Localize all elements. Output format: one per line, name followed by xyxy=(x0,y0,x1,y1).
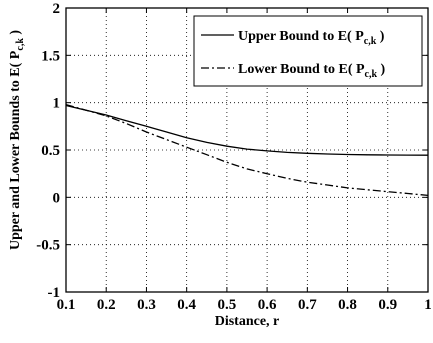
x-axis-label: Distance, r xyxy=(215,314,280,329)
y-tick-label: 1 xyxy=(53,96,61,112)
y-axis-label-main: Upper and Lower Bounds to E( P xyxy=(8,50,23,250)
y-axis-label: Upper and Lower Bounds to E( Pc,k ) xyxy=(8,30,26,250)
y-tick-labels: -1 -0.5 0 0.5 1 1.5 2 xyxy=(36,1,60,301)
legend-upper-main: Upper Bound to E( P xyxy=(238,29,364,44)
grid-lines xyxy=(66,8,428,292)
y-tick-label: 2 xyxy=(53,1,61,17)
x-tick-label: 0.2 xyxy=(97,297,116,313)
x-tick-label: 0.6 xyxy=(258,297,277,313)
y-axis-label-subscript: c,k xyxy=(15,38,26,51)
legend-upper-subscript: c,k xyxy=(364,36,377,47)
y-tick-label: 0 xyxy=(53,190,61,206)
x-tick-label: 0.3 xyxy=(137,297,156,313)
legend: Upper Bound to E( Pc,k ) Lower Bound to … xyxy=(193,15,423,87)
legend-lower-subscript: c,k xyxy=(365,69,378,80)
legend-entry-upper: Upper Bound to E( Pc,k ) xyxy=(238,29,385,47)
x-tick-label: 0.5 xyxy=(218,297,237,313)
y-tick-label: 1.5 xyxy=(41,48,60,64)
y-tick-label: -0.5 xyxy=(36,238,60,254)
x-tick-labels: 0.1 0.2 0.3 0.4 0.5 0.6 0.7 0.8 0.9 1 xyxy=(57,297,432,313)
legend-entry-lower: Lower Bound to E( Pc,k ) xyxy=(238,62,386,80)
y-tick-label: -1 xyxy=(48,285,61,301)
x-tick-label: 0.4 xyxy=(177,297,196,313)
x-tick-label: 0.8 xyxy=(338,297,357,313)
legend-lower-main: Lower Bound to E( P xyxy=(238,62,365,77)
upper-bound-line xyxy=(65,104,429,156)
x-tick-label: 0.9 xyxy=(378,297,397,313)
axis-ticks xyxy=(65,7,429,293)
legend-lower-close: ) xyxy=(377,62,386,77)
legend-upper-close: ) xyxy=(376,29,385,44)
x-tick-label: 1 xyxy=(424,297,432,313)
y-axis-label-close: ) xyxy=(8,30,23,39)
x-tick-label: 0.7 xyxy=(298,297,317,313)
y-tick-label: 0.5 xyxy=(41,143,60,159)
lower-bound-line xyxy=(65,103,429,197)
series-layer xyxy=(65,103,429,197)
legend-box xyxy=(193,15,423,87)
x-tick-label: 0.1 xyxy=(57,297,76,313)
